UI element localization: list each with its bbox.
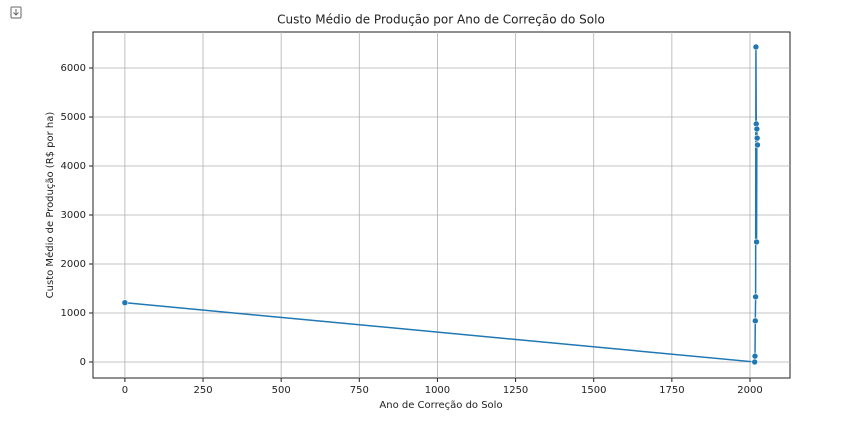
x-tick-label: 1500: [581, 385, 606, 396]
y-tick-label: 6000: [61, 63, 86, 74]
point: [752, 43, 760, 51]
x-axis-label: Ano de Correção do Solo: [379, 400, 502, 411]
y-tick-label: 0: [80, 357, 86, 368]
line: [124, 46, 759, 363]
point: [751, 358, 758, 366]
point: [752, 293, 759, 301]
point: [752, 317, 759, 325]
y-tick-label: 1000: [61, 308, 86, 319]
output-icon: [10, 6, 22, 19]
plot-frame: [92, 31, 791, 379]
x-tick-label: 250: [193, 385, 212, 396]
x-tick-label: 500: [272, 385, 291, 396]
point: [753, 134, 761, 142]
point: [753, 125, 761, 133]
chart-title: Custo Médio de Produção por Ano de Corre…: [277, 13, 605, 27]
x-tick-label: 0: [122, 385, 128, 396]
x-tick-label: 1000: [425, 385, 450, 396]
x-tick-label: 1750: [659, 385, 684, 396]
y-tick-label: 2000: [61, 259, 86, 270]
y-tick-label: 3000: [61, 210, 86, 221]
x-tick-label: 750: [350, 385, 369, 396]
point: [753, 238, 760, 246]
y-tick-label: 5000: [61, 112, 86, 123]
y-axis-label: Custo Médio de Produção (R$ por ha): [44, 112, 56, 299]
point: [121, 299, 129, 306]
x-tick-label: 2000: [737, 385, 762, 396]
point: [754, 141, 761, 149]
point: [751, 352, 759, 360]
y-tick-label: 4000: [61, 161, 86, 172]
x-tick-label: 1250: [503, 385, 528, 396]
